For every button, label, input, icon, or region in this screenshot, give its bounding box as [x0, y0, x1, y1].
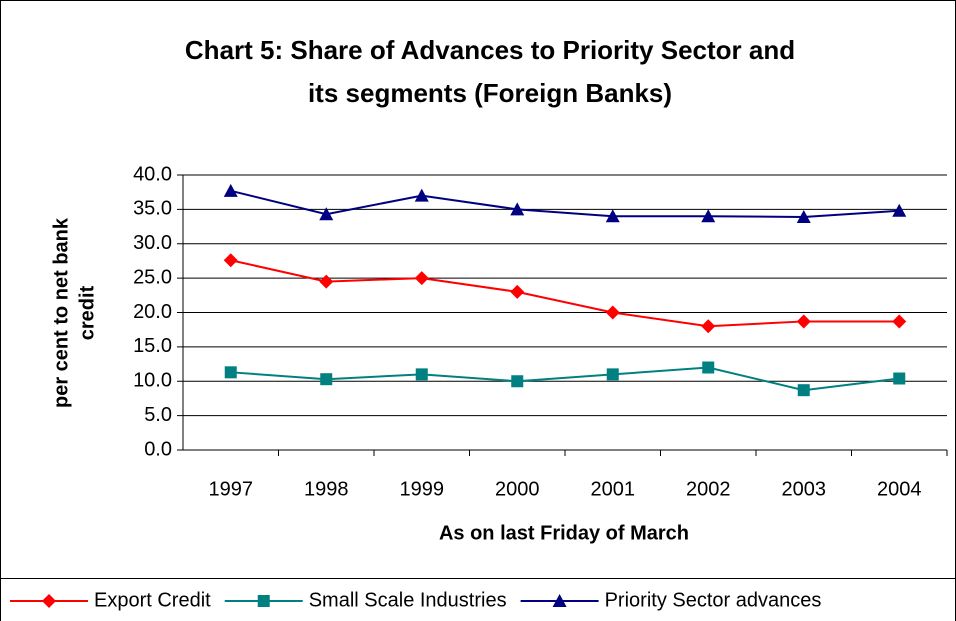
x-tick-label: 2004 — [877, 478, 922, 500]
y-tick-label: 10.0 — [133, 370, 172, 392]
marker — [257, 595, 270, 607]
legend-box — [0, 578, 956, 621]
marker — [414, 188, 429, 202]
x-tick-label: 2000 — [495, 478, 540, 500]
x-tick-label: 1998 — [304, 478, 349, 500]
series-line — [230, 189, 900, 218]
marker — [892, 314, 907, 329]
marker — [223, 183, 238, 197]
x-axis-label: As on last Friday of March — [439, 522, 689, 544]
marker — [796, 209, 811, 223]
marker — [320, 373, 333, 386]
y-tick-label: 0.0 — [144, 438, 172, 460]
marker — [319, 207, 334, 221]
legend-label: Small Scale Industries — [309, 589, 507, 611]
marker — [42, 594, 56, 608]
x-tick-label: 1997 — [209, 478, 254, 500]
series-line — [230, 366, 900, 392]
marker — [796, 314, 811, 329]
marker — [892, 203, 907, 217]
y-tick-label: 20.0 — [133, 301, 172, 323]
y-tick-label: 5.0 — [144, 404, 172, 426]
y-tick-label: 25.0 — [133, 266, 172, 288]
marker — [415, 368, 428, 381]
marker — [224, 366, 237, 379]
marker — [606, 368, 619, 381]
marker — [510, 284, 525, 299]
marker — [605, 209, 620, 223]
y-tick-label: 30.0 — [133, 232, 172, 254]
marker — [414, 271, 429, 286]
marker — [511, 375, 524, 388]
y-axis-label: per cent to net bank — [50, 217, 72, 408]
marker — [701, 319, 716, 334]
y-tick-label: 40.0 — [133, 163, 172, 185]
x-tick-label: 2001 — [591, 478, 636, 500]
marker — [223, 253, 238, 268]
y-tick-label: 35.0 — [133, 198, 172, 220]
marker — [701, 209, 716, 223]
marker — [605, 305, 620, 320]
y-tick-label: 15.0 — [133, 335, 172, 357]
marker — [510, 202, 525, 216]
chart-title: its segments (Foreign Banks) — [308, 78, 672, 108]
x-tick-label: 2002 — [686, 478, 731, 500]
marker — [319, 274, 334, 289]
legend-label: Export Credit — [94, 589, 211, 611]
chart-title: Chart 5: Share of Advances to Priority S… — [185, 35, 795, 65]
legend-label: Priority Sector advances — [605, 589, 822, 611]
series-line — [230, 259, 900, 328]
marker — [893, 372, 906, 385]
marker — [552, 594, 567, 607]
x-tick-label: 2003 — [782, 478, 827, 500]
x-tick-label: 1999 — [400, 478, 445, 500]
y-axis-label: credit — [76, 285, 98, 340]
marker — [797, 384, 810, 397]
marker — [702, 361, 715, 374]
